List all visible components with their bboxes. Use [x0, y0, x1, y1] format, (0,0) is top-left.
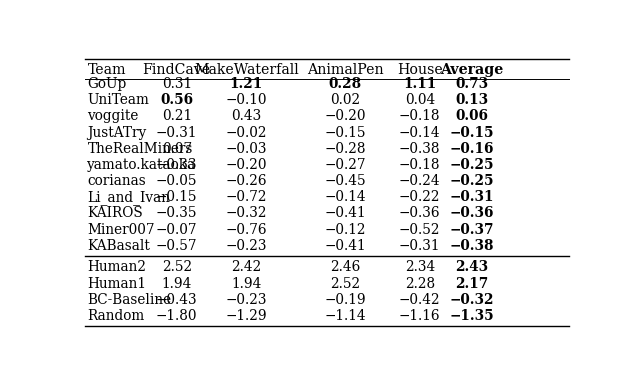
Text: −0.35: −0.35 [156, 207, 198, 220]
Text: −0.10: −0.10 [225, 93, 267, 107]
Text: GoUp: GoUp [88, 77, 127, 91]
Text: UniTeam: UniTeam [88, 93, 149, 107]
Text: −0.25: −0.25 [449, 174, 494, 188]
Text: −1.80: −1.80 [156, 309, 198, 323]
Text: −0.18: −0.18 [399, 158, 440, 172]
Text: −0.23: −0.23 [225, 239, 267, 253]
Text: −0.02: −0.02 [225, 126, 267, 139]
Text: −1.16: −1.16 [399, 309, 440, 323]
Text: corianas: corianas [88, 174, 146, 188]
Text: −1.14: −1.14 [324, 309, 366, 323]
Text: −0.16: −0.16 [449, 142, 494, 156]
Text: 0.43: 0.43 [231, 109, 261, 123]
Text: voggite: voggite [88, 109, 139, 123]
Text: 2.46: 2.46 [330, 261, 360, 274]
Text: 2.34: 2.34 [404, 261, 435, 274]
Text: Average: Average [440, 63, 504, 77]
Text: 0.56: 0.56 [160, 93, 193, 107]
Text: −0.52: −0.52 [399, 223, 440, 237]
Text: −0.14: −0.14 [399, 126, 440, 139]
Text: −0.15: −0.15 [324, 126, 366, 139]
Text: −0.24: −0.24 [399, 174, 440, 188]
Text: −0.76: −0.76 [225, 223, 267, 237]
Text: 0.21: 0.21 [162, 109, 192, 123]
Text: Miner007: Miner007 [88, 223, 155, 237]
Text: Human1: Human1 [88, 277, 147, 291]
Text: −0.19: −0.19 [324, 293, 366, 307]
Text: −0.41: −0.41 [324, 207, 366, 220]
Text: 1.21: 1.21 [230, 77, 263, 91]
Text: −0.14: −0.14 [324, 190, 366, 204]
Text: −1.35: −1.35 [449, 309, 494, 323]
Text: 0.02: 0.02 [330, 93, 360, 107]
Text: −0.38: −0.38 [399, 142, 440, 156]
Text: yamato.kataoka: yamato.kataoka [88, 158, 196, 172]
Text: −0.12: −0.12 [324, 223, 366, 237]
Text: −0.28: −0.28 [324, 142, 366, 156]
Text: 1.94: 1.94 [231, 277, 261, 291]
Text: −0.27: −0.27 [324, 158, 366, 172]
Text: −0.32: −0.32 [449, 293, 494, 307]
Text: Li_and_Ivan: Li_and_Ivan [88, 190, 170, 205]
Text: −0.07: −0.07 [156, 223, 198, 237]
Text: 0.28: 0.28 [329, 77, 362, 91]
Text: −0.26: −0.26 [225, 174, 267, 188]
Text: −1.29: −1.29 [225, 309, 267, 323]
Text: 1.94: 1.94 [161, 277, 192, 291]
Text: 0.31: 0.31 [162, 77, 192, 91]
Text: 2.43: 2.43 [455, 261, 488, 274]
Text: −0.03: −0.03 [225, 142, 267, 156]
Text: −0.18: −0.18 [399, 109, 440, 123]
Text: 2.17: 2.17 [455, 277, 488, 291]
Text: TheRealMiners: TheRealMiners [88, 142, 193, 156]
Text: −0.37: −0.37 [449, 223, 494, 237]
Text: −0.32: −0.32 [225, 207, 267, 220]
Text: 0.06: 0.06 [455, 109, 488, 123]
Text: −0.31: −0.31 [399, 239, 440, 253]
Text: −0.33: −0.33 [156, 158, 198, 172]
Text: −0.15: −0.15 [156, 190, 198, 204]
Text: Team: Team [88, 63, 126, 77]
Text: −0.43: −0.43 [156, 293, 198, 307]
Text: −0.20: −0.20 [324, 109, 366, 123]
Text: JustATry: JustATry [88, 126, 147, 139]
Text: Random: Random [88, 309, 145, 323]
Text: −0.20: −0.20 [225, 158, 267, 172]
Text: −0.31: −0.31 [156, 126, 198, 139]
Text: 2.42: 2.42 [231, 261, 261, 274]
Text: BC-Baseline: BC-Baseline [88, 293, 172, 307]
Text: −0.25: −0.25 [449, 158, 494, 172]
Text: 1.11: 1.11 [403, 77, 436, 91]
Text: 2.52: 2.52 [162, 261, 192, 274]
Text: 2.28: 2.28 [404, 277, 435, 291]
Text: Human2: Human2 [88, 261, 147, 274]
Text: −0.72: −0.72 [225, 190, 267, 204]
Text: House: House [397, 63, 443, 77]
Text: AnimalPen: AnimalPen [307, 63, 383, 77]
Text: −0.15: −0.15 [449, 126, 494, 139]
Text: −0.45: −0.45 [324, 174, 366, 188]
Text: −0.41: −0.41 [324, 239, 366, 253]
Text: −0.38: −0.38 [449, 239, 494, 253]
Text: 2.52: 2.52 [330, 277, 360, 291]
Text: 0.07: 0.07 [162, 142, 192, 156]
Text: −0.22: −0.22 [399, 190, 440, 204]
Text: KAIROS: KAIROS [88, 207, 143, 220]
Text: −0.23: −0.23 [225, 293, 267, 307]
Text: −0.31: −0.31 [449, 190, 494, 204]
Text: 0.04: 0.04 [404, 93, 435, 107]
Text: MakeWaterfall: MakeWaterfall [194, 63, 298, 77]
Text: 0.13: 0.13 [455, 93, 488, 107]
Text: −0.42: −0.42 [399, 293, 440, 307]
Text: −0.57: −0.57 [156, 239, 198, 253]
Text: KABasalt: KABasalt [88, 239, 150, 253]
Text: −0.36: −0.36 [399, 207, 440, 220]
Text: 0.73: 0.73 [455, 77, 488, 91]
Text: −0.36: −0.36 [449, 207, 494, 220]
Text: −0.05: −0.05 [156, 174, 198, 188]
Text: FindCave: FindCave [143, 63, 211, 77]
